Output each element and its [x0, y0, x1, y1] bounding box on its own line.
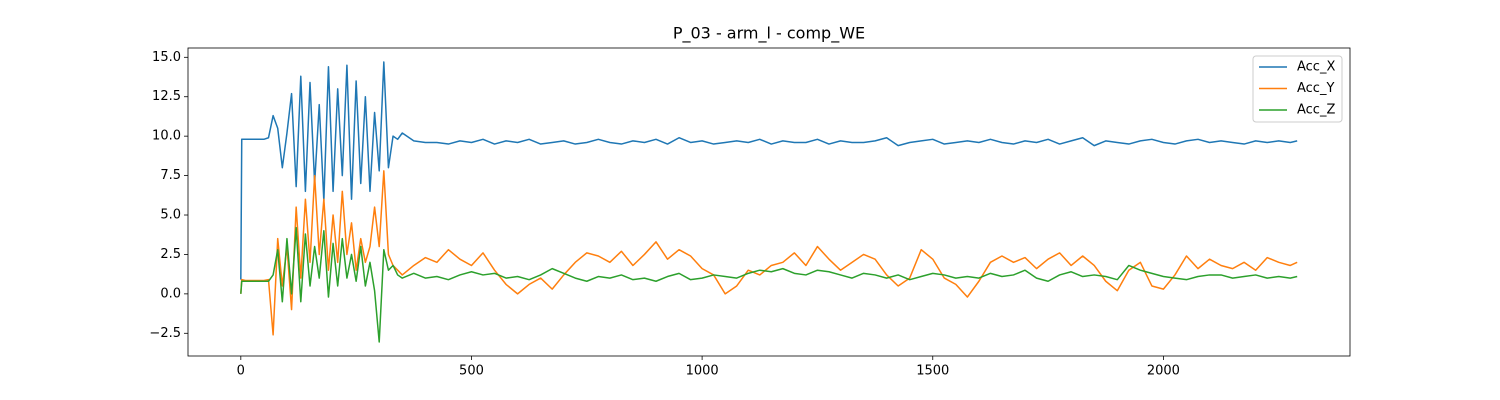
x-tick-label: 1000 — [686, 364, 719, 379]
y-tick-label: 12.5 — [152, 89, 181, 104]
x-tick-label: 2000 — [1147, 364, 1180, 379]
chart-title: P_03 - arm_l - comp_WE — [673, 24, 865, 44]
y-tick-label: 5.0 — [160, 208, 181, 223]
y-tick-label: 7.5 — [160, 168, 181, 183]
data-line — [240, 226, 1298, 343]
y-tick-label: 0.0 — [160, 286, 181, 301]
legend-label: Acc_Y — [1297, 81, 1334, 96]
x-tick-label: 1500 — [916, 364, 949, 379]
y-tick-label: 2.5 — [160, 247, 181, 262]
y-tick-label: −2.5 — [149, 326, 181, 341]
legend-box — [1252, 55, 1343, 123]
y-tick-label: 15.0 — [152, 50, 181, 65]
plot-frame — [187, 47, 1351, 357]
legend-label: Acc_X — [1297, 60, 1335, 75]
x-tick-label: 0 — [237, 364, 245, 379]
x-tick-label: 500 — [459, 364, 484, 379]
y-tick-label: 10.0 — [152, 129, 181, 144]
legend-label: Acc_Z — [1297, 103, 1335, 118]
data-line — [240, 170, 1298, 336]
